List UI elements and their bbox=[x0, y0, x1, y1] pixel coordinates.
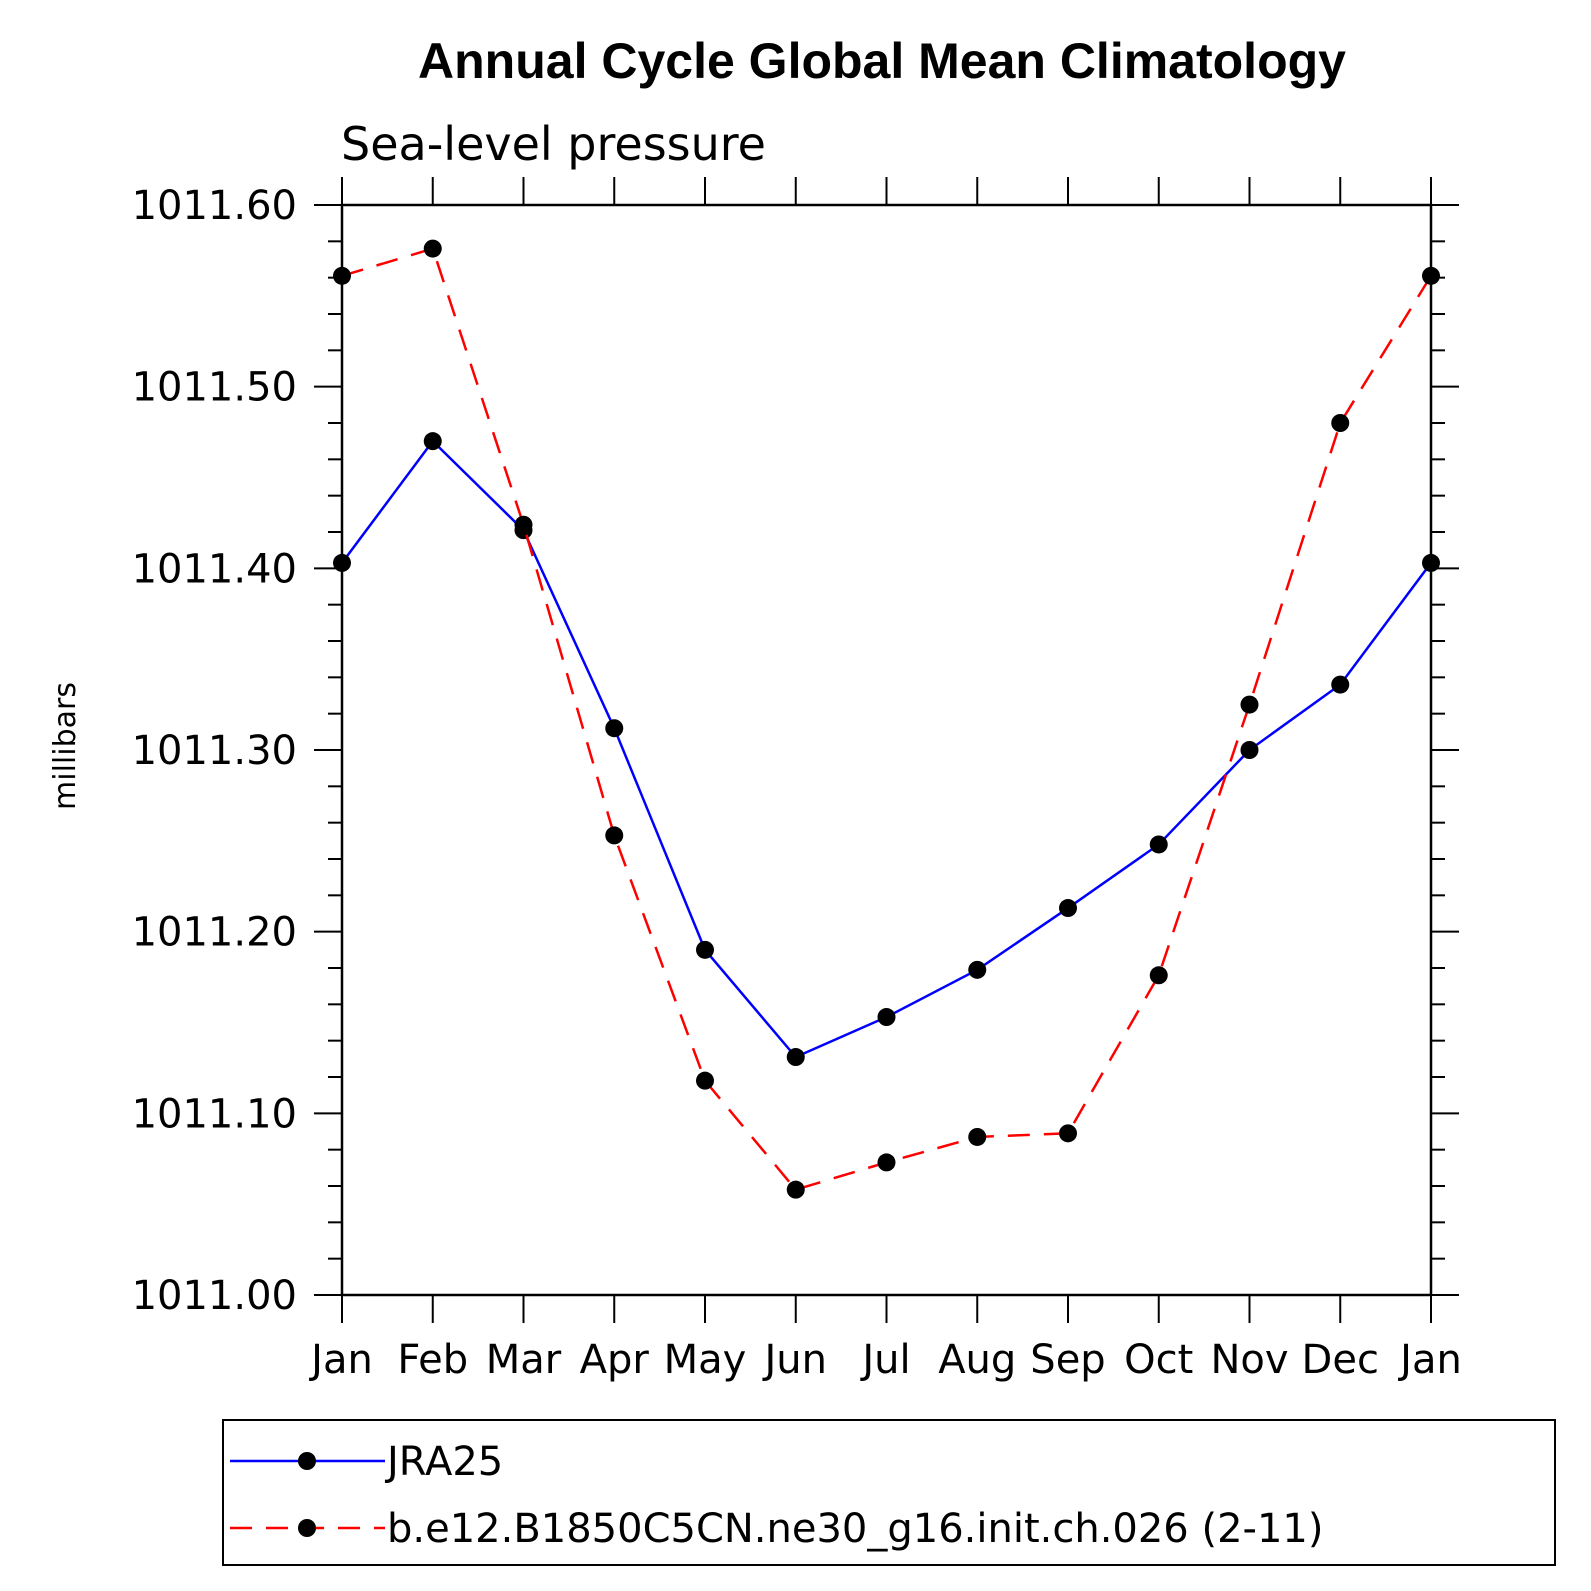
data-point-series-0 bbox=[1331, 675, 1350, 694]
x-tick-label: Aug bbox=[938, 1337, 1016, 1383]
chart-subtitle: Sea-level pressure bbox=[341, 117, 766, 171]
y-tick-label: 1011.20 bbox=[132, 910, 297, 956]
x-tick-label: Sep bbox=[1030, 1337, 1105, 1383]
y-tick-label: 1011.10 bbox=[132, 1091, 297, 1137]
data-point-series-1 bbox=[1240, 695, 1259, 714]
data-point-series-0 bbox=[1149, 835, 1168, 854]
y-tick-label: 1011.40 bbox=[132, 546, 297, 592]
x-tick-label: Mar bbox=[486, 1337, 562, 1383]
x-tick-label: May bbox=[664, 1337, 747, 1383]
legend-box bbox=[222, 1419, 1556, 1566]
legend-marker-jra25 bbox=[298, 1452, 316, 1470]
legend: JRA25 b.e12.B1850C5CN.ne30_g16.init.ch.0… bbox=[222, 1419, 1556, 1566]
data-point-series-1 bbox=[514, 515, 533, 534]
data-point-series-1 bbox=[423, 239, 442, 258]
y-tick-label: 1011.30 bbox=[132, 728, 297, 774]
y-axis-label: millibars bbox=[48, 682, 83, 810]
y-tick-label: 1011.00 bbox=[132, 1273, 297, 1319]
x-tick-labels: Jan Feb Mar Apr May Jun Jul Aug Sep Oct Nov Dec Jan bbox=[308, 1337, 1462, 1383]
data-point-series-0 bbox=[877, 1008, 896, 1027]
data-point-series-1 bbox=[1149, 966, 1168, 985]
x-tick-label: Nov bbox=[1210, 1337, 1288, 1383]
data-point-series-1 bbox=[1059, 1124, 1077, 1143]
chart-title: Annual Cycle Global Mean Climatology bbox=[418, 33, 1346, 89]
x-tick-label: Jan bbox=[308, 1337, 373, 1383]
axis-ticks bbox=[314, 177, 1459, 1323]
x-tick-label: Oct bbox=[1124, 1337, 1193, 1383]
data-point-series-1 bbox=[1331, 414, 1350, 432]
data-point-series-0 bbox=[696, 940, 714, 959]
data-point-series-0 bbox=[423, 432, 442, 451]
x-tick-label: Jan bbox=[1397, 1337, 1462, 1383]
x-tick-label: Jul bbox=[859, 1337, 910, 1383]
plot-frame bbox=[340, 203, 1433, 1297]
x-tick-label: Dec bbox=[1302, 1337, 1379, 1383]
data-point-series-1 bbox=[333, 266, 351, 285]
y-tick-label: 1011.60 bbox=[132, 183, 297, 229]
data-point-series-1 bbox=[877, 1153, 896, 1172]
data-point-series-0 bbox=[1240, 741, 1259, 759]
data-point-series-0 bbox=[786, 1048, 805, 1067]
data-point-series-0 bbox=[605, 719, 624, 738]
y-tick-label: 1011.50 bbox=[132, 365, 297, 411]
data-point-series-0 bbox=[968, 960, 987, 979]
legend-marker-model bbox=[298, 1519, 316, 1537]
data-point-series-1 bbox=[696, 1071, 714, 1090]
data-point-series-0 bbox=[333, 553, 351, 572]
x-tick-label: Jun bbox=[762, 1337, 828, 1383]
data-point-series-0 bbox=[1059, 899, 1077, 918]
data-point-series-1 bbox=[968, 1127, 987, 1146]
data-point-series-1 bbox=[605, 826, 624, 845]
series-line-1 bbox=[341, 247, 1433, 1192]
legend-label-jra25: JRA25 bbox=[384, 1439, 503, 1485]
data-point-series-1 bbox=[786, 1180, 805, 1199]
x-tick-label: Feb bbox=[397, 1337, 468, 1383]
legend-label-model: b.e12.B1850C5CN.ne30_g16.init.ch.026 (2-… bbox=[387, 1506, 1323, 1552]
series-line-0 bbox=[340, 439, 1433, 1059]
data-point-series-1 bbox=[1422, 266, 1440, 285]
data-point-series-0 bbox=[1422, 553, 1440, 572]
x-tick-label: Apr bbox=[580, 1337, 650, 1383]
series-layer bbox=[333, 239, 1440, 1199]
y-tick-labels: 1011.00 1011.10 1011.20 1011.30 1011.40 1011.… bbox=[132, 183, 297, 1319]
